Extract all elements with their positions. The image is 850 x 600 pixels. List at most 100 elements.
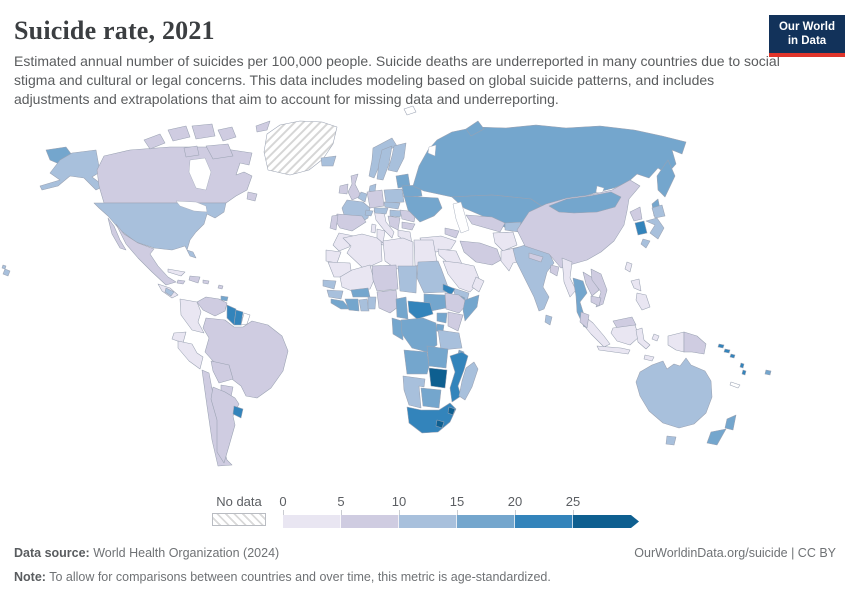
country-angola[interactable] [403,349,430,375]
country-vietnam[interactable] [590,268,608,308]
country-bangladesh[interactable] [549,264,560,277]
country-western-sahara[interactable] [325,249,342,264]
country-senegal[interactable] [322,279,337,290]
country-togo-benin[interactable] [367,296,377,310]
country-italy-sardinia[interactable] [370,223,377,234]
country-jamaica[interactable] [176,279,186,285]
country-niger[interactable] [371,264,399,292]
country-sierra-leone-liberia[interactable] [330,298,351,310]
country-philippines-luzon[interactable] [630,278,642,292]
legend-segment-5-10[interactable] [341,515,399,528]
country-mongolia[interactable] [548,191,622,214]
country-russia-novaya-zemlya[interactable] [465,120,485,137]
country-nicaragua[interactable] [164,287,175,297]
country-sri-lanka[interactable] [544,314,553,326]
country-canada-newfoundland[interactable] [246,191,258,202]
legend-segment-25-plus[interactable] [573,515,639,528]
country-usa-hawaii[interactable] [2,268,11,277]
country-cameroon[interactable] [395,296,409,320]
country-australia-tasmania[interactable] [665,435,677,446]
country-sweden[interactable] [376,145,393,181]
country-lesotho[interactable] [435,419,445,429]
country-south-africa[interactable] [406,402,457,434]
country-uruguay[interactable] [232,405,244,419]
country-japan-honshu[interactable] [645,217,665,240]
country-argentina[interactable] [210,386,240,464]
country-libya[interactable] [382,237,414,270]
country-afghanistan[interactable] [492,231,518,252]
country-cote-divoire[interactable] [344,298,360,312]
country-fiji[interactable] [764,369,772,376]
country-colombia[interactable] [179,298,205,334]
country-canada-baffin[interactable] [205,143,234,160]
country-papua-new-guinea[interactable] [683,331,707,355]
country-mozambique[interactable] [449,351,469,403]
country-usa-hawaii2[interactable] [1,264,7,270]
country-caucasus[interactable] [444,227,460,239]
country-ireland[interactable] [338,183,349,195]
country-germany[interactable] [366,189,385,209]
country-zimbabwe[interactable] [428,367,448,389]
country-algeria[interactable] [342,233,383,270]
country-bolivia[interactable] [210,360,234,384]
country-indonesia-timor[interactable] [643,354,655,362]
country-indonesia-moluccas[interactable] [651,333,660,342]
country-kenya[interactable] [447,311,464,332]
country-canada-arctic-2[interactable] [167,125,191,142]
country-oman[interactable] [471,276,485,293]
country-north-korea[interactable] [629,206,643,222]
legend-segment-0-5[interactable] [283,515,341,528]
country-indonesia-borneo[interactable] [610,324,640,346]
country-usa-alaska[interactable] [39,149,105,191]
country-somalia[interactable] [462,294,480,322]
country-namibia[interactable] [402,375,426,409]
country-brazil[interactable] [202,317,289,399]
country-canada-ellesmere[interactable] [255,120,271,133]
legend-segment-10-15[interactable] [399,515,457,528]
country-hungary[interactable] [389,209,403,218]
country-solomon-islands-2[interactable] [723,348,731,354]
country-canada-arctic-4[interactable] [217,126,237,142]
country-svalbard[interactable] [403,105,417,116]
country-poland[interactable] [383,188,405,204]
country-austria[interactable] [373,207,389,215]
country-czechia-slovakia[interactable] [383,201,401,210]
country-iran[interactable] [459,240,502,266]
country-mali[interactable] [339,264,375,292]
country-uganda[interactable] [436,312,448,324]
country-central-african-republic[interactable] [407,300,434,320]
country-south-korea[interactable] [634,220,648,236]
country-cambodia[interactable] [590,295,602,307]
country-indonesia-west-papua[interactable] [667,331,685,353]
country-greenland[interactable] [263,120,338,176]
country-ukraine[interactable] [403,195,443,223]
footer-link[interactable]: OurWorldinData.org/suicide | CC BY [634,546,836,560]
country-hispaniola[interactable] [188,275,201,284]
country-solomon-islands-3[interactable] [729,353,736,359]
country-japan-kyushu[interactable] [640,238,651,249]
country-russia[interactable] [412,124,687,208]
country-canada-arctic-1[interactable] [143,133,166,150]
country-malaysia-peninsula[interactable] [579,311,590,329]
country-new-zealand-north[interactable] [724,414,737,431]
legend-segment-20-25[interactable] [515,515,573,528]
country-benelux[interactable] [357,191,368,203]
country-uk[interactable] [347,173,362,201]
country-portugal[interactable] [329,214,339,231]
country-chad[interactable] [397,265,418,294]
country-indonesia-java[interactable] [596,345,631,355]
country-cuba[interactable] [167,268,186,277]
country-japan-hokkaido[interactable] [651,204,666,219]
country-mexico-baja[interactable] [107,217,127,251]
country-eswatini[interactable] [447,406,456,416]
country-guinea[interactable] [326,289,344,300]
country-zambia[interactable] [426,345,449,369]
country-lesser-antilles[interactable] [217,284,224,290]
country-vanuatu-1[interactable] [739,362,745,369]
country-bulgaria[interactable] [401,221,416,231]
country-madagascar[interactable] [458,361,479,401]
country-trinidad[interactable] [220,295,229,302]
country-switzerland[interactable] [364,209,374,217]
country-new-caledonia[interactable] [729,381,741,389]
country-congo-gabon[interactable] [391,317,404,341]
